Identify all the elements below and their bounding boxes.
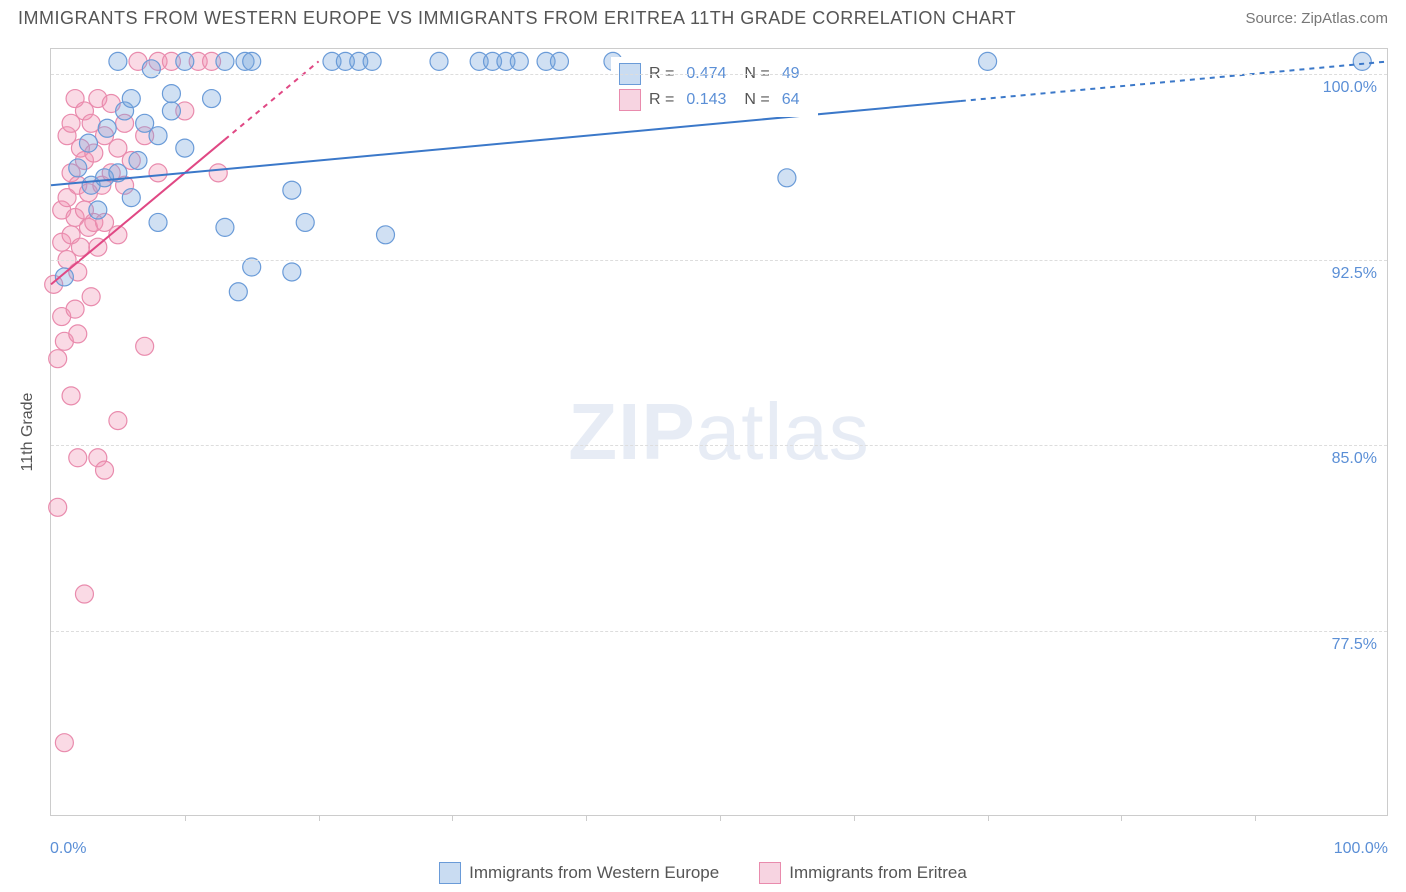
n-value-pink: 64: [782, 91, 800, 109]
data-point: [98, 119, 116, 137]
gridline: [51, 445, 1387, 446]
data-point: [162, 85, 180, 103]
x-tick: [1121, 815, 1122, 821]
data-point: [66, 300, 84, 318]
legend-item-blue: Immigrants from Western Europe: [439, 862, 719, 884]
gridline: [51, 631, 1387, 632]
x-tick: [452, 815, 453, 821]
y-tick-label: 85.0%: [1332, 450, 1377, 468]
data-point: [162, 102, 180, 120]
data-point: [203, 90, 221, 108]
correlation-legend: R = 0.474 N = 49 R = 0.143 N = 64: [611, 57, 818, 117]
data-point: [979, 52, 997, 70]
data-point: [216, 218, 234, 236]
data-point: [149, 127, 167, 145]
data-point: [209, 164, 227, 182]
data-point: [69, 325, 87, 343]
swatch-pink: [619, 89, 641, 111]
y-tick-label: 100.0%: [1323, 79, 1377, 97]
data-point: [109, 412, 127, 430]
legend-row-pink: R = 0.143 N = 64: [619, 87, 810, 113]
data-point: [283, 181, 301, 199]
x-tick: [988, 815, 989, 821]
y-tick-label: 77.5%: [1332, 636, 1377, 654]
gridline: [51, 260, 1387, 261]
swatch-blue-bottom: [439, 862, 461, 884]
y-axis-label: 11th Grade: [19, 393, 37, 472]
data-point: [62, 387, 80, 405]
x-tick: [185, 815, 186, 821]
plot-area: ZIPatlas R = 0.474 N = 49 R = 0.143 N = …: [50, 48, 1388, 816]
r-label-pink: R =: [649, 91, 674, 109]
data-point: [55, 734, 73, 752]
source-label: Source: ZipAtlas.com: [1245, 10, 1388, 27]
data-point: [55, 268, 73, 286]
x-tick: [319, 815, 320, 821]
x-tick: [720, 815, 721, 821]
y-tick-label: 92.5%: [1332, 265, 1377, 283]
swatch-pink-bottom: [759, 862, 781, 884]
data-point: [283, 263, 301, 281]
data-point: [75, 585, 93, 603]
gridline: [51, 74, 1387, 75]
r-value-pink: 0.143: [686, 91, 726, 109]
x-tick: [854, 815, 855, 821]
data-point: [149, 213, 167, 231]
x-max-label: 100.0%: [1334, 840, 1388, 858]
data-point: [216, 52, 234, 70]
plot-svg: [51, 49, 1387, 815]
data-point: [229, 283, 247, 301]
data-point: [377, 226, 395, 244]
x-tick: [586, 815, 587, 821]
n-label-pink: N =: [744, 91, 769, 109]
data-point: [176, 52, 194, 70]
x-min-label: 0.0%: [50, 840, 86, 858]
data-point: [49, 498, 67, 516]
data-point: [176, 139, 194, 157]
data-point: [129, 151, 147, 169]
data-point: [69, 159, 87, 177]
data-point: [149, 164, 167, 182]
data-point: [89, 201, 107, 219]
data-point: [122, 189, 140, 207]
legend-label-blue: Immigrants from Western Europe: [469, 863, 719, 883]
data-point: [136, 337, 154, 355]
data-point: [96, 461, 114, 479]
legend-label-pink: Immigrants from Eritrea: [789, 863, 967, 883]
data-point: [550, 52, 568, 70]
data-point: [243, 52, 261, 70]
data-point: [296, 213, 314, 231]
data-point: [1353, 52, 1371, 70]
x-tick: [1255, 815, 1256, 821]
bottom-legend: Immigrants from Western Europe Immigrant…: [0, 862, 1406, 884]
data-point: [510, 52, 528, 70]
data-point: [49, 350, 67, 368]
data-point: [69, 449, 87, 467]
data-point: [243, 258, 261, 276]
data-point: [79, 134, 97, 152]
data-point: [122, 90, 140, 108]
data-point: [82, 288, 100, 306]
title-bar: IMMIGRANTS FROM WESTERN EUROPE VS IMMIGR…: [0, 0, 1406, 33]
data-point: [109, 52, 127, 70]
data-point: [142, 60, 160, 78]
chart-title: IMMIGRANTS FROM WESTERN EUROPE VS IMMIGR…: [18, 8, 1016, 29]
data-point: [778, 169, 796, 187]
data-point: [363, 52, 381, 70]
data-point: [430, 52, 448, 70]
legend-item-pink: Immigrants from Eritrea: [759, 862, 967, 884]
